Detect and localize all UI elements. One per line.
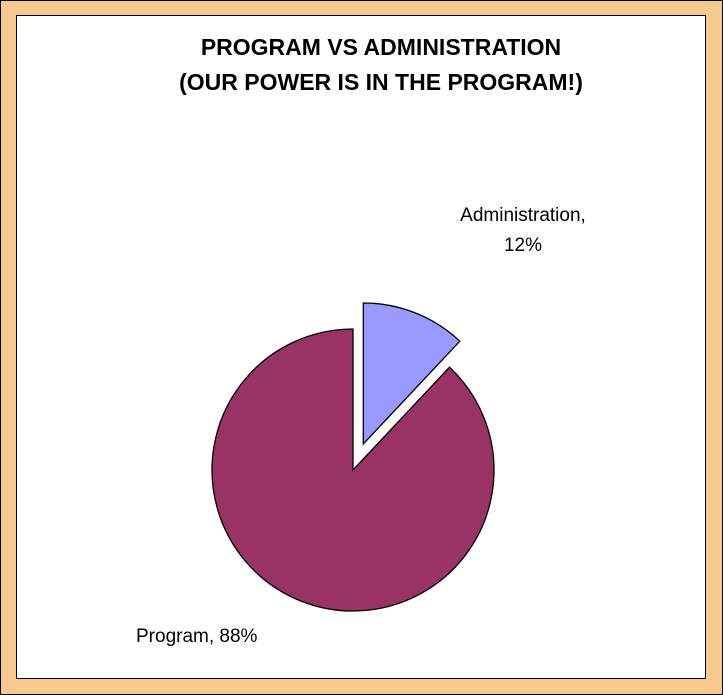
slice-label-administration-line-1: Administration, [460, 205, 586, 226]
pie-slices [211, 302, 495, 612]
chart-title-line-1: PROGRAM VS ADMINISTRATION [201, 34, 561, 60]
pie-slice-program [211, 328, 495, 612]
slice-label-program: Program, 88% [136, 626, 258, 647]
chart-title-line-2: (OUR POWER IS IN THE PROGRAM!) [179, 69, 583, 95]
slice-label-administration-line-2: 12% [504, 235, 542, 256]
pie-slice-administration [362, 302, 461, 446]
